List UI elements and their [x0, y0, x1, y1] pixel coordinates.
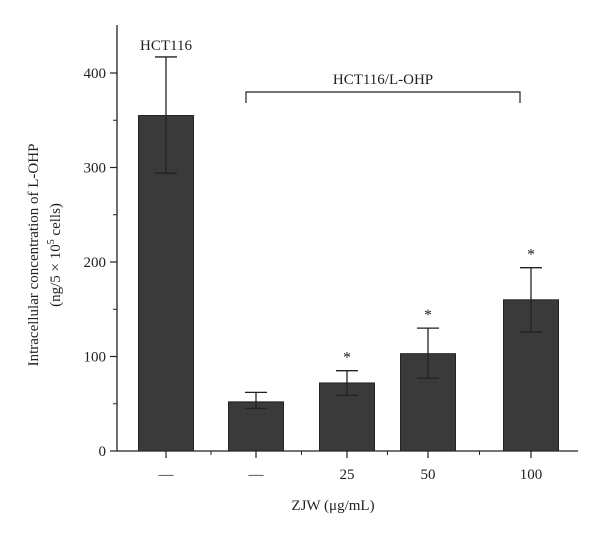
significance-star: *: [424, 307, 432, 324]
x-tick-label: —: [158, 467, 175, 483]
x-tick-label: —: [248, 467, 265, 483]
y-tick-label: 0: [99, 444, 107, 460]
group-label-hct116: HCT116: [140, 38, 192, 54]
significance-markers: * * *: [343, 247, 535, 367]
group-bracket: [245, 91, 521, 103]
y-tick-label: 100: [84, 350, 107, 366]
x-axis-label: ZJW (μg/mL): [291, 498, 374, 514]
y-tick-label: 400: [84, 66, 107, 82]
bar: [503, 299, 559, 452]
y-axis-label-sup: 5: [46, 239, 57, 244]
y-axis-label-line2: (ng/5 × 105 cells): [46, 203, 64, 307]
x-tick-label: 25: [340, 467, 355, 483]
x-tick-label: 100: [520, 467, 543, 483]
significance-star: *: [343, 350, 351, 367]
y-axis-label-suffix: cells): [48, 203, 64, 239]
tick-labels: 0 100 200 300 400 — — 25 50 100: [84, 66, 543, 483]
y-axis-label: Intracellular concentration of L-OHP (ng…: [26, 144, 64, 367]
y-tick-label: 300: [84, 161, 107, 177]
bars: [138, 115, 559, 452]
significance-star: *: [527, 247, 535, 264]
x-tick-label: 50: [421, 467, 436, 483]
y-axis-label-line1: Intracellular concentration of L-OHP: [26, 144, 42, 367]
y-tick-label: 200: [84, 255, 107, 271]
bar: [228, 401, 284, 452]
y-axis-label-prefix: (ng/5 × 10: [48, 244, 64, 307]
group-label-hct116-lohp: HCT116/L-OHP: [333, 72, 433, 88]
error-bars: [155, 56, 542, 410]
